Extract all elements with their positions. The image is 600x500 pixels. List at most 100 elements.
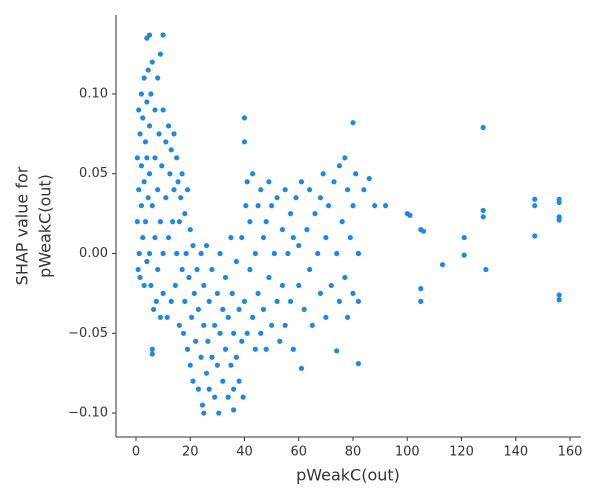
scatter-point (556, 217, 562, 223)
scatter-point (203, 242, 210, 249)
scatter-point (274, 195, 280, 201)
scatter-point (174, 155, 180, 161)
scatter-point (217, 250, 223, 257)
y-tick-label: −0.10 (68, 406, 108, 421)
scatter-point (225, 394, 231, 400)
scatter-point (480, 214, 486, 220)
scatter-point (236, 378, 242, 384)
scatter-point (136, 250, 142, 257)
scatter-point (201, 322, 207, 328)
scatter-point (144, 99, 150, 105)
scatter-point (241, 115, 248, 121)
scatter-point (255, 203, 261, 209)
scatter-point (532, 196, 538, 202)
x-tick-label: 160 (558, 445, 583, 460)
scatter-point (152, 155, 158, 161)
scatter-point (258, 187, 264, 193)
scatter-point (304, 226, 310, 233)
scatter-point (195, 386, 201, 392)
scatter-point (355, 298, 362, 304)
scatter-point (152, 234, 158, 241)
scatter-point (174, 250, 180, 257)
scatter-point (138, 203, 145, 209)
scatter-point (317, 290, 324, 297)
scatter-point (274, 298, 280, 304)
scatter-point (190, 242, 196, 249)
scatter-point (279, 226, 286, 233)
scatter-point (134, 219, 140, 225)
scatter-point (222, 274, 229, 281)
x-tick-label: 140 (503, 445, 528, 460)
scatter-point (350, 290, 356, 297)
scatter-point (149, 346, 155, 352)
scatter-point (290, 234, 296, 241)
scatter-point (144, 258, 150, 265)
scatter-point (156, 131, 162, 137)
scatter-point (315, 250, 321, 257)
scatter-point (149, 351, 155, 357)
scatter-point (277, 338, 283, 344)
scatter-point (461, 234, 467, 241)
scatter-point (233, 258, 239, 265)
scatter-point (172, 282, 178, 289)
scatter-point (171, 187, 177, 193)
scatter-point (141, 282, 147, 289)
scatter-point (236, 306, 242, 312)
scatter-point (266, 274, 272, 281)
scatter-point (168, 147, 174, 153)
scatter-point (480, 124, 486, 131)
scatter-point (228, 234, 234, 241)
scatter-point (293, 195, 299, 201)
x-tick-label: 80 (345, 445, 362, 460)
scatter-point (231, 407, 237, 413)
scatter-point (137, 131, 143, 137)
scatter-point (342, 274, 348, 281)
scatter-point (142, 219, 149, 225)
scatter-point (182, 211, 188, 217)
scatter-point (282, 322, 288, 328)
scatter-point (176, 322, 182, 328)
scatter-point (179, 171, 185, 177)
scatter-point (323, 234, 329, 241)
scatter-point (136, 107, 142, 113)
x-tick-label: 100 (395, 445, 420, 460)
scatter-point (317, 195, 324, 201)
x-tick-label: 40 (236, 445, 253, 460)
scatter-point (212, 322, 218, 328)
scatter-point (191, 290, 197, 297)
scatter-point (231, 330, 237, 336)
scatter-point (334, 348, 340, 354)
scatter-point (244, 330, 250, 336)
scatter-point (195, 306, 201, 312)
scatter-point (309, 322, 315, 328)
scatter-point (206, 298, 212, 304)
scatter-point (138, 163, 145, 169)
scatter-point (187, 362, 193, 368)
scatter-point (137, 274, 143, 281)
scatter-point (220, 306, 226, 312)
scatter-point (168, 298, 174, 304)
scatter-point (157, 51, 164, 57)
scatter-point (347, 234, 353, 241)
scatter-point (146, 32, 153, 38)
scatter-point (134, 155, 140, 161)
scatter-point (366, 175, 372, 182)
scatter-point (206, 386, 212, 392)
scatter-point (306, 187, 313, 193)
scatter-point (239, 234, 245, 241)
scatter-point (159, 163, 165, 169)
scatter-point (282, 187, 288, 193)
scatter-point (556, 199, 562, 206)
y-axis-title-line: pWeakC(out) (36, 174, 55, 278)
scatter-point (260, 306, 267, 312)
y-tick-label: 0.00 (79, 246, 108, 261)
scatter-point (176, 219, 182, 225)
scatter-point (175, 179, 181, 185)
scatter-point (146, 171, 153, 177)
scatter-point (269, 203, 275, 209)
scatter-point (350, 203, 356, 209)
scatter-point (220, 378, 226, 384)
scatter-point (201, 282, 207, 289)
scatter-point (252, 250, 258, 257)
